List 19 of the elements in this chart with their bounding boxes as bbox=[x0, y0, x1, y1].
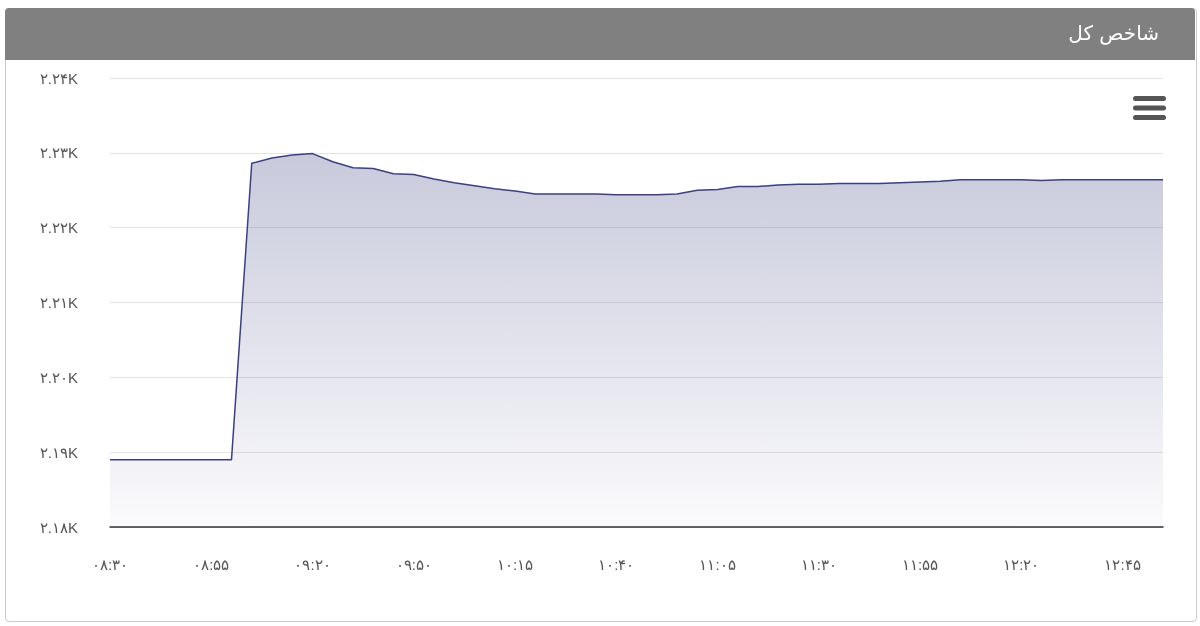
x-tick-label: ۱۲:۴۵ bbox=[1104, 556, 1141, 573]
y-tick-label: ۲.۲۴K bbox=[39, 69, 78, 87]
x-tick-label: ۱۰:۱۵ bbox=[496, 556, 534, 573]
y-tick-label: ۲.۲۱K bbox=[39, 294, 78, 311]
x-tick-label: ۱۱:۵۵ bbox=[901, 556, 939, 573]
chart-title: شاخص کل bbox=[5, 8, 1195, 60]
x-tick-label: ۰۸:۵۵ bbox=[193, 556, 230, 573]
x-tick-label: ۰۹:۲۰ bbox=[294, 556, 331, 573]
x-tick-label: ۰۸:۳۰ bbox=[91, 556, 129, 573]
x-tick-label: ۱۰:۴۰ bbox=[598, 556, 635, 573]
y-tick-label: ۲.۲۳K bbox=[39, 144, 78, 162]
x-tick-label: ۱۲:۲۰ bbox=[1003, 556, 1040, 573]
y-tick-label: ۲.۱۹K bbox=[39, 443, 78, 461]
y-tick-label: ۲.۲۰K bbox=[39, 368, 78, 386]
x-tick-label: ۰۹:۵۰ bbox=[395, 556, 432, 573]
y-tick-label: ۲.۲۲K bbox=[39, 219, 78, 237]
y-tick-label: ۲.۱۸K bbox=[39, 518, 78, 536]
x-tick-label: ۱۱:۳۰ bbox=[800, 556, 837, 573]
x-tick-label: ۱۱:۰۵ bbox=[699, 556, 736, 573]
